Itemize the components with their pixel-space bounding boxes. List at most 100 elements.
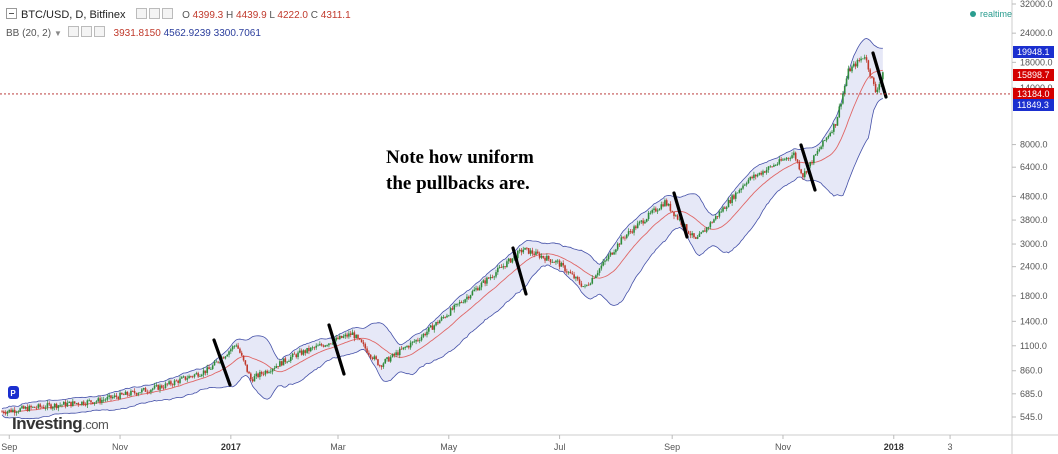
candle-body (237, 345, 239, 349)
candle-body (213, 361, 216, 366)
candle-body (665, 200, 668, 206)
candle-body (70, 401, 72, 407)
y-tick-label: 18000.0 (1020, 57, 1053, 67)
status-dot-icon (969, 11, 976, 17)
candle-body (12, 409, 14, 413)
candle-body (141, 389, 143, 393)
candle-body (377, 359, 379, 366)
candle-body (146, 391, 149, 393)
candle-body (872, 77, 875, 84)
candle-body (734, 192, 737, 199)
candle-body (308, 347, 310, 352)
candle-body (876, 89, 879, 93)
candle-body (39, 404, 41, 407)
settings-icon[interactable] (80, 26, 92, 37)
event-badge-label: P (10, 389, 16, 398)
chevron-down-icon[interactable]: ▼ (54, 29, 62, 38)
settings-icon[interactable] (149, 8, 161, 19)
high-value: 4439.9 (236, 10, 267, 21)
x-tick-label: Sep (1, 442, 17, 452)
candle-body (575, 276, 577, 279)
candle-body (547, 255, 550, 260)
candle-body (378, 365, 381, 367)
candle-body (137, 393, 140, 395)
candle-body (498, 267, 501, 268)
visibility-icon[interactable] (136, 8, 148, 19)
candle-body (816, 150, 819, 155)
candle-body (805, 171, 808, 173)
candle-body (348, 333, 350, 337)
low-value: 4222.0 (277, 10, 308, 21)
candle-body (358, 338, 361, 340)
candle-body (173, 380, 176, 386)
candle-body (856, 60, 859, 67)
candle-body (480, 282, 483, 288)
bb-indicator-row: BB (20, 2) ▼ 3931.8150 4562.9239 3300.706… (6, 26, 261, 39)
candle-body (782, 159, 784, 161)
candle-body (344, 334, 347, 337)
candle-body (386, 357, 388, 360)
candle-body (1, 411, 3, 413)
candle-body (774, 164, 777, 166)
candle-body (309, 347, 312, 352)
remove-icon[interactable] (93, 26, 105, 37)
candle-body (197, 373, 199, 377)
candle-body (651, 210, 654, 213)
candle-body (21, 406, 23, 409)
candle-body (428, 327, 430, 332)
y-tick-label: 1800.0 (1020, 291, 1048, 301)
candle-body (177, 380, 179, 383)
candle-body (288, 360, 290, 362)
candle-body (793, 152, 795, 156)
candle-body (289, 357, 292, 361)
candle-body (119, 392, 121, 399)
candle-body (700, 232, 703, 234)
candle-body (157, 384, 159, 390)
candle-body (851, 66, 853, 72)
candle-body (104, 399, 107, 401)
candle-body (553, 262, 555, 263)
remove-icon[interactable] (162, 8, 174, 19)
candle-body (380, 365, 383, 367)
candle-body (689, 233, 692, 236)
logo-domain: .com (82, 417, 109, 432)
candle-body (865, 57, 868, 61)
candle-body (671, 210, 673, 212)
candle-body (511, 258, 514, 263)
x-tick-label: Sep (664, 442, 680, 452)
candle-body (111, 397, 114, 399)
price-label: 13184.0 (1013, 87, 1054, 100)
pullback-slash (799, 143, 817, 192)
x-tick-label: Nov (112, 442, 129, 452)
candle-body (415, 339, 417, 342)
candle-body (562, 263, 565, 266)
candle-body (606, 259, 608, 261)
candle-body (636, 223, 639, 229)
y-tick-label: 24000.0 (1020, 28, 1053, 38)
candle-body (99, 398, 101, 403)
candle-body (364, 344, 367, 349)
low-label: L (269, 10, 275, 21)
candle-body (849, 68, 851, 72)
candles-layer (1, 54, 884, 417)
candle-body (357, 334, 359, 339)
candle-body (522, 249, 525, 253)
candle-body (429, 325, 432, 328)
collapse-icon[interactable] (6, 8, 17, 19)
candle-body (718, 211, 721, 217)
candle-body (84, 404, 87, 406)
candle-body (596, 272, 599, 276)
candle-body (144, 388, 147, 392)
candle-body (611, 252, 614, 255)
candle-body (527, 248, 530, 254)
candle-body (769, 166, 772, 168)
bb-label[interactable]: BB (20, 2) (6, 28, 52, 39)
candle-body (8, 409, 11, 412)
visibility-icon[interactable] (67, 26, 79, 37)
candle-body (277, 366, 279, 367)
candle-body (747, 179, 750, 184)
candle-body (685, 224, 688, 232)
candle-body (555, 260, 557, 263)
candle-body (640, 220, 643, 222)
